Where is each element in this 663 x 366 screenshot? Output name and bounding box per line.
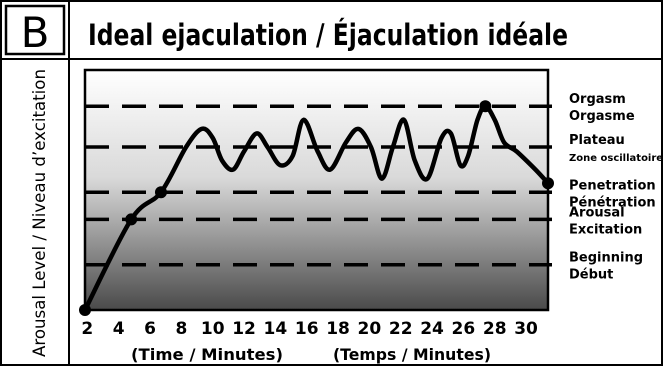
curve-markers <box>79 100 554 316</box>
level-label: Excitation <box>569 222 642 237</box>
arousal-curve <box>82 103 551 313</box>
level-label: Zone oscillatoire <box>569 153 663 164</box>
level-label: Orgasm <box>569 92 626 107</box>
x-tick-label: 26 <box>452 319 476 339</box>
x-tick-label: 16 <box>295 319 319 339</box>
level-lines <box>85 104 552 267</box>
level-label: Pénétration <box>569 195 656 210</box>
curve-point <box>154 186 167 199</box>
x-tick-label: 22 <box>389 319 413 339</box>
x-axis-label-fr: (Temps / Minutes) <box>333 345 491 364</box>
level-label: Penetration <box>569 178 656 193</box>
level-label: Orgasme <box>569 109 635 124</box>
x-tick-label: 10 <box>201 319 225 339</box>
x-tick-label: 8 <box>175 319 187 339</box>
curve-point <box>542 177 554 190</box>
x-tick-label: 12 <box>232 319 256 339</box>
level-label: Arousal <box>569 205 625 220</box>
y-axis-label: Arousal Level / Niveau d’excitation <box>30 69 50 357</box>
level-label: Plateau <box>569 133 625 148</box>
x-tick-label: 14 <box>264 319 288 339</box>
x-tick-labels: 2 4 6 8 10 12 14 16 18 20 22 24 26 28 30 <box>81 319 538 339</box>
panel-letter: B <box>21 8 50 57</box>
panel-letter-box <box>4 4 66 56</box>
curve-point <box>125 213 138 226</box>
x-axis-label-en: (Time / Minutes) <box>131 345 283 364</box>
x-tick-label: 30 <box>514 319 538 339</box>
curve-point <box>479 100 492 113</box>
x-tick-label: 20 <box>358 319 382 339</box>
curve-point <box>79 304 91 316</box>
chart-title: Ideal ejaculation / Éjaculation idéale <box>88 18 568 52</box>
x-tick-label: 24 <box>420 319 444 339</box>
x-tick-label: 6 <box>144 319 156 339</box>
x-tick-label: 28 <box>483 319 507 339</box>
level-label: Beginning <box>569 251 643 266</box>
x-tick-label: 4 <box>113 319 125 339</box>
x-tick-label: 2 <box>81 319 93 339</box>
x-tick-label: 18 <box>326 319 350 339</box>
level-label: Début <box>569 268 613 283</box>
level-labels: Beginning Début Arousal Excitation Penetrati… <box>569 92 663 282</box>
